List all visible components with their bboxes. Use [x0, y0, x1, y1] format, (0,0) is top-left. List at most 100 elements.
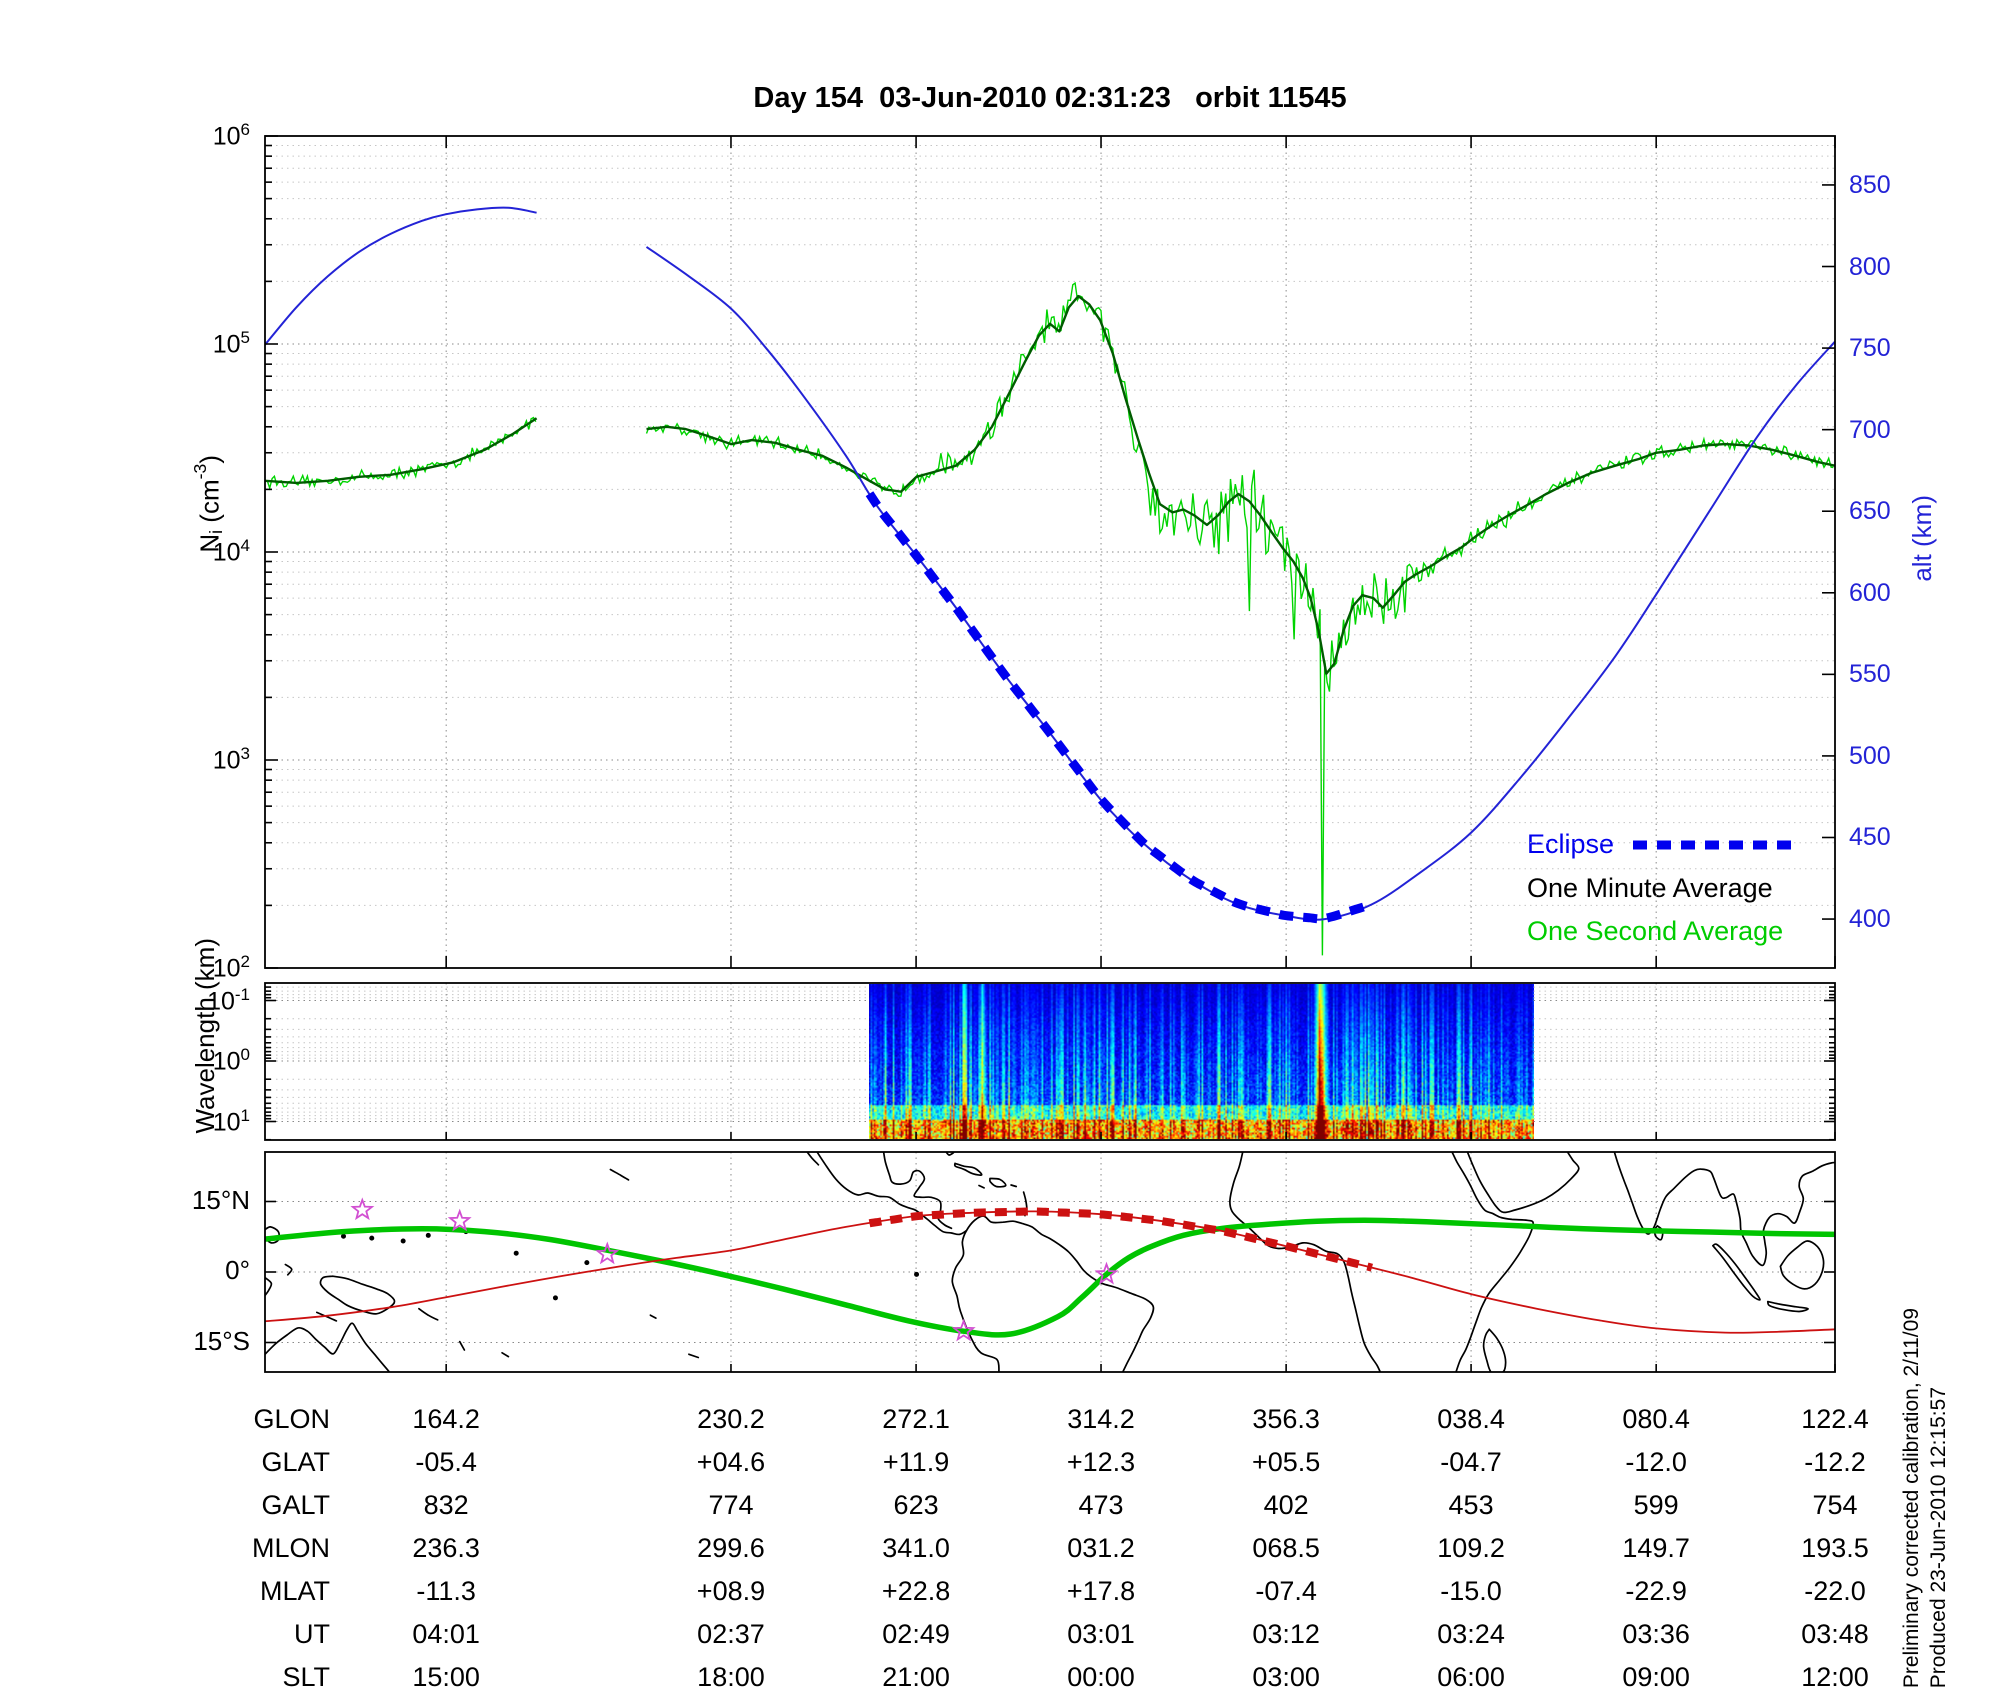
coastline-12: [806, 1152, 820, 1166]
table-glat-col5: -04.7: [1440, 1447, 1502, 1477]
coastline-7: [458, 1340, 466, 1351]
alt-ytick-650: 650: [1849, 497, 1891, 526]
table-slt-col4: 03:00: [1252, 1662, 1320, 1692]
table-row-label-galt: GALT: [261, 1490, 330, 1520]
map-grid: [265, 1152, 1835, 1372]
table-glat-col6: -12.0: [1625, 1447, 1687, 1477]
coastline-0: [319, 1275, 396, 1315]
one-second-average-curve: [265, 281, 1834, 956]
ground-track-eclipse-dashed: [868, 1207, 1373, 1272]
table-ut-col1: 02:37: [697, 1619, 765, 1649]
coastline-25: [1482, 1328, 1507, 1372]
island-dot-6: [552, 1295, 558, 1301]
density-ytick-10e6: 106: [212, 120, 250, 151]
table-glon-col5: 038.4: [1437, 1404, 1505, 1434]
table-galt-col3: 473: [1078, 1490, 1124, 1520]
legend-eclipse: Eclipse: [1527, 829, 1615, 859]
table-mlat-col3: +17.8: [1066, 1576, 1136, 1606]
table-ut-col5: 03:24: [1437, 1619, 1505, 1649]
coastline-8: [501, 1351, 510, 1358]
table-slt-col6: 09:00: [1622, 1662, 1690, 1692]
table-glat-col3: +12.3: [1066, 1447, 1136, 1477]
table-glat-col1: +04.6: [696, 1447, 766, 1477]
table-row-label-ut: UT: [294, 1619, 330, 1649]
alt-ytick-800: 800: [1849, 252, 1891, 281]
table-row-label-glon: GLON: [253, 1404, 330, 1434]
table-mlat-col0: -11.3: [416, 1576, 476, 1606]
alt-ytick-850: 850: [1849, 170, 1891, 199]
coastline-26: [1613, 1152, 1835, 1267]
table-mlon-col4: 068.5: [1252, 1533, 1320, 1563]
table-ut-col0: 04:01: [412, 1619, 480, 1649]
table-galt-col6: 599: [1633, 1490, 1679, 1520]
legend-one-minute-average: One Minute Average: [1527, 872, 1773, 903]
coastline-30: [1779, 1240, 1825, 1290]
equator-crossing-star-1: [447, 1208, 472, 1232]
density-curves: [265, 206, 1835, 956]
table-mlat-col1: +08.9: [696, 1576, 766, 1606]
coastline-6: [418, 1307, 439, 1321]
table-galt-col2: 623: [893, 1490, 939, 1520]
map-panel-box: [264, 1151, 1836, 1373]
table-slt-col5: 06:00: [1437, 1662, 1505, 1692]
alt-ytick-500: 500: [1849, 741, 1891, 770]
table-row-label-glat: GLAT: [261, 1447, 330, 1477]
map-content: [265, 1152, 1835, 1372]
coastline-10: [649, 1314, 657, 1319]
alt-ytick-600: 600: [1849, 578, 1891, 607]
coastline-13: [816, 1152, 968, 1236]
table-glon-col4: 356.3: [1252, 1404, 1320, 1434]
table-slt-col1: 18:00: [697, 1662, 765, 1692]
table-slt-col7: 12:00: [1801, 1662, 1869, 1692]
table-mlat-col2: +22.8: [881, 1576, 951, 1606]
table-galt-col0: 832: [423, 1490, 469, 1520]
density-ytick-10e5: 105: [212, 328, 250, 359]
table-mlon-col7: 193.5: [1801, 1533, 1869, 1563]
table-slt-col3: 00:00: [1067, 1662, 1135, 1692]
table-galt-col1: 774: [708, 1490, 754, 1520]
table-glon-col1: 230.2: [697, 1404, 765, 1434]
coastline-18: [988, 1177, 1007, 1188]
plot-title: Day 154 03-Jun-2010 02:31:23 orbit 11545: [753, 82, 1347, 114]
island-dot-2: [400, 1238, 406, 1244]
alt-ytick-400: 400: [1849, 905, 1891, 934]
one-minute-average-curve-b: [646, 294, 1835, 675]
table-mlat-col7: -22.0: [1804, 1576, 1866, 1606]
coastline-28: [1712, 1243, 1761, 1301]
table-ut-col6: 03:36: [1622, 1619, 1690, 1649]
coastline-22: [1229, 1152, 1382, 1372]
altitude-curve-a: [265, 206, 537, 346]
table-mlon-col3: 031.2: [1067, 1533, 1135, 1563]
magnetic-equator-line: [265, 1217, 1835, 1338]
legend-one-second-average: One Second Average: [1527, 916, 1784, 946]
density-ytick-10e3: 103: [212, 744, 250, 775]
one-minute-average-curve-a: [265, 417, 538, 485]
wavelength-ytick-10e-1: 10-1: [207, 984, 250, 1015]
table-glon-col0: 164.2: [412, 1404, 480, 1434]
table-mlon-col0: 236.3: [412, 1533, 480, 1563]
coastline-16: [953, 1162, 983, 1176]
island-dot-3: [425, 1232, 431, 1238]
alt-ytick-750: 750: [1849, 334, 1891, 363]
table-ut-col4: 03:12: [1252, 1619, 1320, 1649]
equator-crossing-star-2: [595, 1241, 620, 1265]
table-row-label-mlon: MLON: [251, 1533, 330, 1563]
table-mlat-col6: -22.9: [1625, 1576, 1687, 1606]
table-slt-col2: 21:00: [882, 1662, 950, 1692]
island-dot-8: [914, 1271, 920, 1277]
table-galt-col7: 754: [1812, 1490, 1858, 1520]
table-glon-col2: 272.1: [882, 1404, 950, 1434]
coastline-2: [315, 1311, 338, 1322]
altitude-curve-b: [645, 246, 1835, 921]
table-glat-col2: +11.9: [882, 1447, 950, 1477]
equator-crossing-star-3: [951, 1318, 976, 1342]
coastline-29: [1766, 1300, 1809, 1313]
table-slt-col0: 15:00: [412, 1662, 480, 1692]
wavelength-ytick-10e1: 101: [212, 1105, 250, 1136]
table-ut-col2: 02:49: [882, 1619, 950, 1649]
table-mlat-col4: -07.4: [1255, 1576, 1317, 1606]
density-ytick-10e4: 104: [212, 536, 250, 567]
density-panel-box: [264, 135, 1836, 969]
